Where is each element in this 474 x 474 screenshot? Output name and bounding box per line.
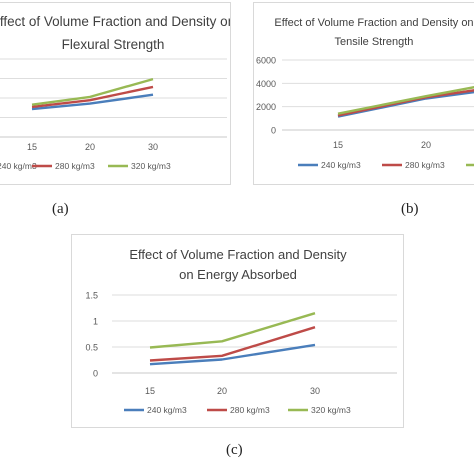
series-line (31, 85, 154, 109)
legend-label: 240 kg/m3 (147, 405, 187, 415)
x-tick-label: 15 (333, 140, 343, 150)
energy-chart-svg: Effect of Volume Fraction and Density on … (85, 247, 397, 415)
flexural-chart-svg: Effect of Volume Fraction and Density on… (0, 14, 231, 171)
chart-title-line: Effect of Volume Fraction and Density on (0, 14, 231, 29)
legend-label: 280 kg/m3 (405, 160, 445, 170)
y-tick-label: 1 (93, 317, 98, 327)
x-tick-label: 30 (310, 386, 320, 396)
y-tick-label: 1.5 (85, 291, 98, 301)
y-tick-label: 6000 (256, 56, 276, 66)
y-tick-label: 2000 (256, 102, 276, 112)
chart-title-line: Flexural Strength (62, 37, 165, 52)
chart-panel-tensile: Effect of Volume Fraction and Density on… (253, 2, 474, 185)
y-tick-label: 0 (93, 369, 98, 379)
series-line (31, 77, 154, 106)
series-line (31, 93, 154, 111)
series-line (149, 343, 316, 366)
chart-title-line: Effect of Volume Fraction and Density (129, 247, 347, 262)
series-line (337, 86, 474, 115)
chart-panel-energy: Effect of Volume Fraction and Density on … (71, 234, 404, 428)
x-tick-label: 20 (217, 386, 227, 396)
x-tick-label: 20 (421, 140, 431, 150)
caption-c: (c) (226, 442, 243, 458)
chart-title-line: Effect of Volume Fraction and Density on (274, 17, 473, 29)
tensile-chart-svg: Effect of Volume Fraction and Density on… (256, 17, 474, 170)
series-line (149, 326, 316, 362)
x-tick-label: 20 (85, 142, 95, 152)
legend-label: 240 kg/m3 (0, 161, 37, 171)
legend-label: 320 kg/m3 (131, 161, 171, 171)
chart-panel-flexural: Effect of Volume Fraction and Density on… (0, 2, 231, 185)
caption-a: (a) (52, 201, 69, 217)
legend-label: 280 kg/m3 (230, 405, 270, 415)
x-tick-label: 15 (145, 386, 155, 396)
y-tick-label: 4000 (256, 79, 276, 89)
caption-b: (b) (401, 201, 419, 217)
legend-label: 240 kg/m3 (321, 160, 361, 170)
y-tick-label: 0.5 (85, 343, 98, 353)
chart-title-line: on Energy Absorbed (179, 267, 297, 282)
series-line (149, 312, 316, 349)
y-tick-label: 0 (271, 126, 276, 136)
x-tick-label: 30 (148, 142, 158, 152)
legend-label: 280 kg/m3 (55, 161, 95, 171)
chart-title-line: Tensile Strength (335, 36, 414, 48)
legend-label: 320 kg/m3 (311, 405, 351, 415)
x-tick-label: 15 (27, 142, 37, 152)
